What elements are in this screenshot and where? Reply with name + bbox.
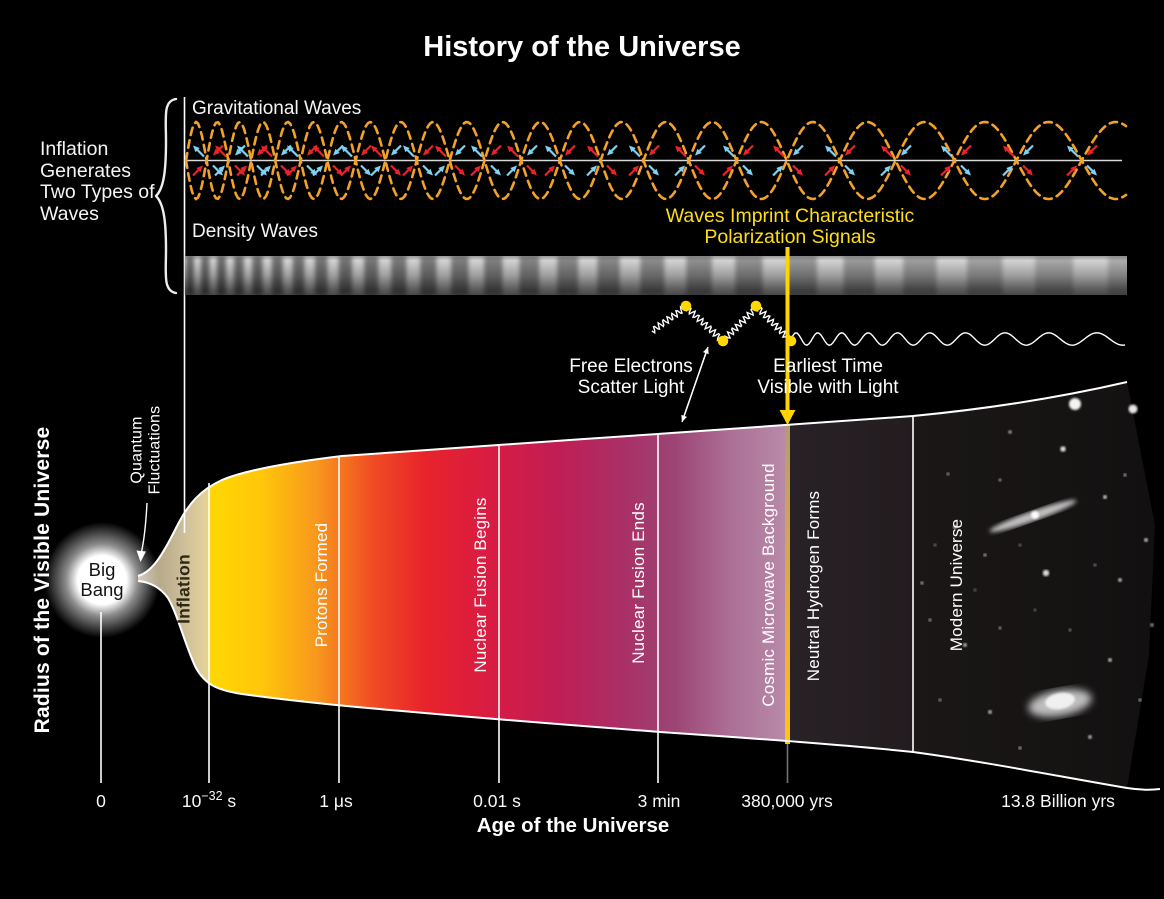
free-electrons-line2: Scatter Light — [577, 377, 685, 398]
epoch-label-neutral-hydrogen-forms: Neutral Hydrogen Forms — [804, 490, 823, 682]
page-title: History of the Universe — [423, 31, 741, 63]
note-line: Inflation — [40, 138, 109, 160]
starfield — [920, 398, 1154, 750]
x-tick-3min: 3 min — [637, 790, 681, 811]
polarization-note-line1: Waves Imprint Characteristic — [665, 205, 915, 227]
big-bang-line2: Bang — [80, 579, 124, 600]
big-bang-label: Big Bang — [80, 560, 123, 600]
x-tick-0-01s: 0.01 s — [473, 790, 521, 811]
x-tick-380000yrs: 380,000 yrs — [741, 790, 833, 811]
epoch-label-nuclear-fusion-ends: Nuclear Fusion Ends — [629, 502, 648, 664]
epoch-label-nuclear-fusion-begins: Nuclear Fusion Begins — [471, 497, 490, 673]
note-line: Waves — [40, 202, 99, 225]
cone-outline — [137, 381, 1161, 791]
note-line: Two Types of — [40, 181, 155, 203]
scatter-double-arrow — [681, 346, 709, 423]
epoch-label-modern-universe: Modern Universe — [947, 518, 966, 652]
quantum-fluctuations-label: Quantum Fluctuations — [128, 405, 164, 495]
epoch-gridlines — [100, 97, 914, 783]
x-tick-1e-32s: 10−32 s — [181, 789, 237, 811]
gravitational-waves-label: Gravitational Waves — [192, 98, 362, 119]
free-electrons-note: Free Electrons Scatter Light — [569, 356, 693, 398]
x-tick-1us: 1 μs — [319, 790, 353, 811]
epoch-label-protons-formed: Protons Formed — [312, 522, 331, 648]
earliest-time-line1: Earliest Time — [773, 356, 883, 377]
density-waves-label: Density Waves — [192, 221, 318, 242]
y-axis-label: Radius of the Visible Universe — [31, 426, 54, 734]
big-bang-line1: Big — [88, 559, 116, 580]
epoch-label-cosmic-microwave-background: Cosmic Microwave Background — [759, 463, 778, 707]
quantum-fluctuations-arrow — [136, 502, 148, 562]
gravitational-waves-plot — [184, 120, 1128, 201]
expansion-cone-fill — [138, 382, 1155, 788]
polarization-note: Waves Imprint Characteristic Polarizatio… — [666, 206, 915, 247]
earliest-time-line2: Visible with Light — [757, 377, 899, 398]
x-tick-0: 0 — [96, 790, 106, 811]
density-wave-stripes — [186, 256, 1149, 295]
free-electrons-line1: Free Electrons — [569, 356, 693, 377]
curly-brace — [154, 97, 178, 295]
inflation-two-waves-note: Inflation Generates Two Types of Waves — [40, 138, 155, 225]
x-tick-13-8byrs: 13.8 Billion yrs — [1001, 790, 1115, 811]
note-line: Generates — [40, 159, 132, 182]
photon-scatter-plot — [651, 300, 1126, 347]
epoch-label-inflation: Inflation — [173, 554, 194, 624]
x-axis-label: Age of the Universe — [476, 814, 670, 837]
big-bang-glow — [44, 522, 160, 638]
cmb-gold-line — [785, 425, 790, 744]
polarization-arrow — [779, 247, 796, 425]
polarization-note-line2: Polarization Signals — [704, 225, 876, 248]
earliest-time-note: Earliest Time Visible with Light — [757, 356, 898, 398]
